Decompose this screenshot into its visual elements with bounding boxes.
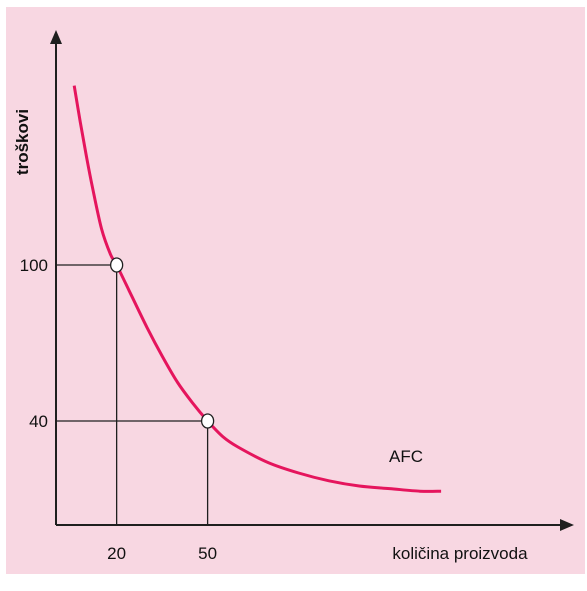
series-label-afc: AFC [389, 447, 423, 466]
y-axis-label: troškovi [13, 109, 32, 175]
afc-curve [72, 85, 442, 493]
chart-background [6, 7, 585, 574]
x-axis-label: količina proizvoda [392, 544, 528, 563]
x-tick-50: 50 [198, 544, 217, 563]
y-axis-arrow-icon [50, 30, 62, 44]
y-tick-100: 100 [20, 256, 48, 275]
highlight-point-0 [109, 257, 124, 273]
highlight-markers [109, 257, 215, 429]
y-tick-40: 40 [29, 412, 48, 431]
highlight-point-1 [200, 413, 215, 429]
x-tick-20: 20 [107, 544, 126, 563]
guide-lines [56, 264, 209, 525]
x-axis-arrow-icon [560, 519, 574, 531]
x-tick-labels: 20 50 [107, 544, 217, 563]
y-tick-labels: 40 100 [20, 256, 48, 431]
